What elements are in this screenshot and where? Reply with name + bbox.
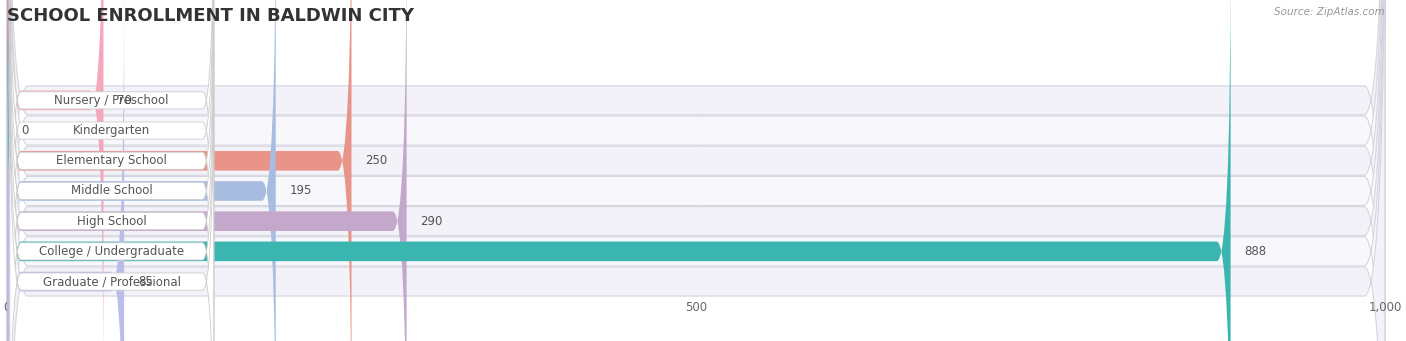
FancyBboxPatch shape [7, 0, 1385, 341]
FancyBboxPatch shape [7, 0, 406, 341]
FancyBboxPatch shape [10, 0, 214, 341]
Text: SCHOOL ENROLLMENT IN BALDWIN CITY: SCHOOL ENROLLMENT IN BALDWIN CITY [7, 7, 413, 25]
Text: High School: High School [77, 215, 146, 228]
FancyBboxPatch shape [7, 0, 1385, 341]
Text: 0: 0 [21, 124, 28, 137]
Text: 85: 85 [138, 275, 153, 288]
Text: 250: 250 [366, 154, 388, 167]
FancyBboxPatch shape [10, 0, 214, 341]
FancyBboxPatch shape [7, 0, 1230, 341]
Text: Graduate / Professional: Graduate / Professional [42, 275, 181, 288]
FancyBboxPatch shape [7, 0, 276, 341]
FancyBboxPatch shape [7, 0, 1385, 341]
FancyBboxPatch shape [10, 0, 214, 333]
FancyBboxPatch shape [7, 0, 1385, 341]
FancyBboxPatch shape [7, 0, 1385, 341]
Text: Kindergarten: Kindergarten [73, 124, 150, 137]
Text: Middle School: Middle School [70, 184, 153, 197]
Text: 195: 195 [290, 184, 312, 197]
Text: Elementary School: Elementary School [56, 154, 167, 167]
Text: 888: 888 [1244, 245, 1267, 258]
FancyBboxPatch shape [10, 0, 214, 341]
Text: 290: 290 [420, 215, 443, 228]
FancyBboxPatch shape [7, 0, 1385, 341]
Text: Nursery / Preschool: Nursery / Preschool [55, 94, 169, 107]
Text: Source: ZipAtlas.com: Source: ZipAtlas.com [1274, 7, 1385, 17]
FancyBboxPatch shape [7, 0, 1385, 341]
FancyBboxPatch shape [7, 0, 351, 341]
Text: 70: 70 [117, 94, 132, 107]
FancyBboxPatch shape [7, 0, 104, 341]
FancyBboxPatch shape [10, 0, 214, 341]
FancyBboxPatch shape [10, 48, 214, 341]
FancyBboxPatch shape [10, 18, 214, 341]
Text: College / Undergraduate: College / Undergraduate [39, 245, 184, 258]
FancyBboxPatch shape [7, 0, 124, 341]
